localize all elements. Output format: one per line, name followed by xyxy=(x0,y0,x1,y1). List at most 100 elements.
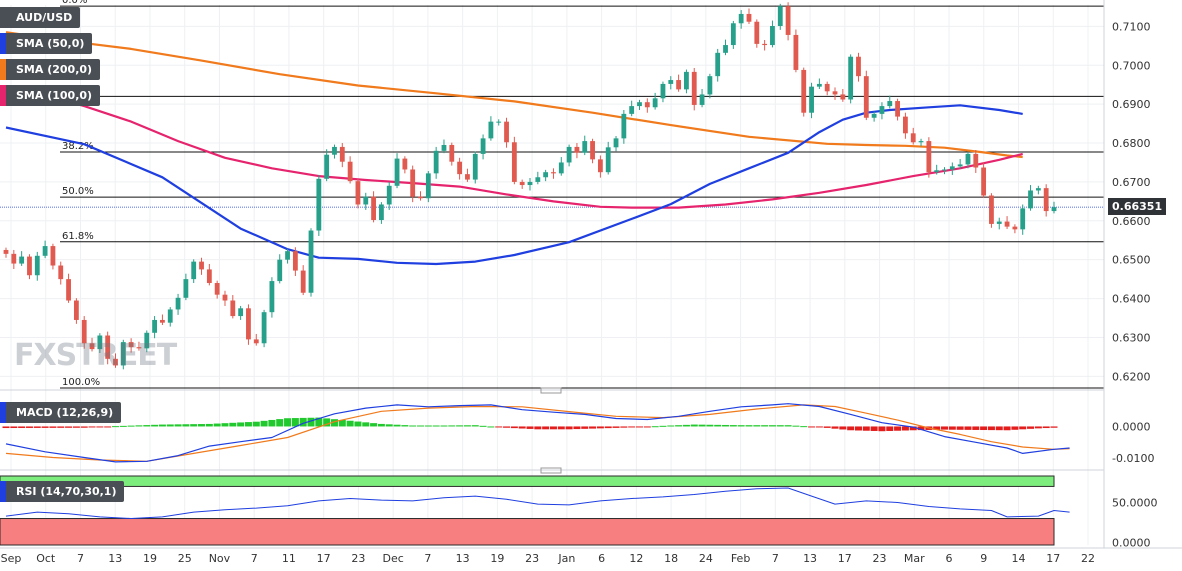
legend-sma50[interactable]: SMA (50,0) xyxy=(0,33,93,54)
candle-body xyxy=(222,294,228,301)
candle-body xyxy=(167,309,173,323)
macd-histogram-bar xyxy=(917,426,925,431)
candle-body xyxy=(887,101,893,107)
legend-sma200[interactable]: SMA (200,0) xyxy=(0,59,101,80)
macd-histogram-bar xyxy=(385,424,393,427)
candle-body xyxy=(3,249,9,254)
candle-body xyxy=(809,86,814,113)
candle-body xyxy=(957,164,963,167)
candle-body xyxy=(535,177,541,182)
candle-body xyxy=(840,94,846,100)
macd-histogram-bar xyxy=(119,425,127,427)
fib-level-label: 100.0% xyxy=(62,377,100,388)
candle-body xyxy=(676,80,682,90)
macd-histogram-bar xyxy=(1019,426,1027,430)
candle-body xyxy=(58,265,64,280)
candle-body xyxy=(785,6,791,35)
sma100-label: SMA (100,0) xyxy=(16,89,93,102)
candle-body xyxy=(160,319,165,323)
macd-histogram-bar xyxy=(518,426,526,429)
candle-body xyxy=(738,13,744,24)
candle-body xyxy=(871,113,877,118)
candle-body xyxy=(879,106,885,114)
candle-body xyxy=(339,146,345,162)
macd-histogram-bar xyxy=(909,426,917,431)
macd-histogram-bar xyxy=(291,418,299,427)
candle-body xyxy=(66,279,71,301)
legend-rsi[interactable]: RSI (14,70,30,1) xyxy=(0,481,125,502)
macd-histogram-bar xyxy=(675,425,683,427)
candle-body xyxy=(488,121,494,139)
candle-body xyxy=(246,308,251,340)
candlesticks xyxy=(3,2,1057,370)
macd-histogram-bar xyxy=(33,426,41,428)
sma50-swatch xyxy=(0,33,6,54)
macd-histogram-bar xyxy=(182,424,190,427)
candle-body xyxy=(715,52,721,77)
current-price-badge: 0.66351 xyxy=(1108,198,1167,215)
candle-body xyxy=(511,142,517,182)
legend-macd[interactable]: MACD (12,26,9) xyxy=(0,402,122,423)
macd-histogram-bar xyxy=(151,424,159,427)
sma100-swatch xyxy=(0,85,6,106)
candle-body xyxy=(277,259,283,282)
candle-body xyxy=(566,146,572,163)
candle-body xyxy=(1012,226,1018,230)
macd-histogram-bar xyxy=(823,426,831,428)
macd-histogram-bar xyxy=(682,424,690,427)
macd-histogram-bar xyxy=(57,426,65,428)
legend-symbol[interactable]: AUD/USD xyxy=(0,7,81,28)
candle-body xyxy=(19,256,25,264)
macd-y-tick-label: 0.0000 xyxy=(1112,420,1151,433)
x-tick-label: 19 xyxy=(490,552,504,565)
x-tick-label: Sep xyxy=(1,552,22,565)
macd-histogram-bar xyxy=(933,426,941,430)
x-tick-label: 17 xyxy=(838,552,852,565)
candle-body xyxy=(863,76,869,118)
macd-histogram-bar xyxy=(205,423,213,427)
macd-histogram-bar xyxy=(534,426,542,430)
rsi-overbought-zone xyxy=(0,475,1055,487)
candle-body xyxy=(621,113,627,139)
macd-histogram-bar xyxy=(870,426,878,431)
y-tick-label: 0.6300 xyxy=(1112,331,1151,344)
macd-histogram-bar xyxy=(980,426,988,431)
macd-histogram-bar xyxy=(878,426,886,432)
candle-body xyxy=(128,342,134,348)
candle-body xyxy=(1043,188,1049,212)
candle-body xyxy=(1004,221,1010,227)
macd-histogram-bar xyxy=(581,426,589,429)
candle-body xyxy=(465,174,470,180)
candle-body xyxy=(433,150,439,174)
candle-body xyxy=(965,153,971,165)
sma100-line xyxy=(5,86,1023,209)
macd-y-tick-label: -0.0100 xyxy=(1112,452,1154,465)
y-tick-label: 0.6600 xyxy=(1112,215,1151,228)
candle-body xyxy=(418,196,423,199)
macd-histogram-bar xyxy=(526,426,534,429)
macd-histogram-bar xyxy=(299,417,307,427)
candle-body xyxy=(371,196,376,221)
candle-body xyxy=(253,339,259,344)
x-tick-label: Dec xyxy=(383,552,404,565)
macd-histogram-bar xyxy=(221,423,229,427)
legend-sma100[interactable]: SMA (100,0) xyxy=(0,85,101,106)
candle-body xyxy=(918,141,924,143)
macd-histogram-bar xyxy=(463,425,471,427)
macd-histogram-bar xyxy=(620,426,628,428)
candle-body xyxy=(27,256,32,276)
candle-body xyxy=(238,308,244,317)
macd-histogram-bar xyxy=(377,423,385,427)
x-tick-label: 22 xyxy=(1081,552,1095,565)
macd-histogram-bar xyxy=(808,426,816,428)
candle-body xyxy=(120,342,126,366)
candle-body xyxy=(347,161,353,182)
candle-body xyxy=(285,251,290,260)
macd-histogram-bar xyxy=(198,424,206,427)
macd-histogram-bar xyxy=(628,426,636,428)
macd-histogram-bar xyxy=(549,426,557,430)
candle-body xyxy=(770,25,775,46)
x-tick-label: Oct xyxy=(36,552,56,565)
y-tick-label: 0.6200 xyxy=(1112,370,1151,383)
candle-body xyxy=(316,178,322,231)
